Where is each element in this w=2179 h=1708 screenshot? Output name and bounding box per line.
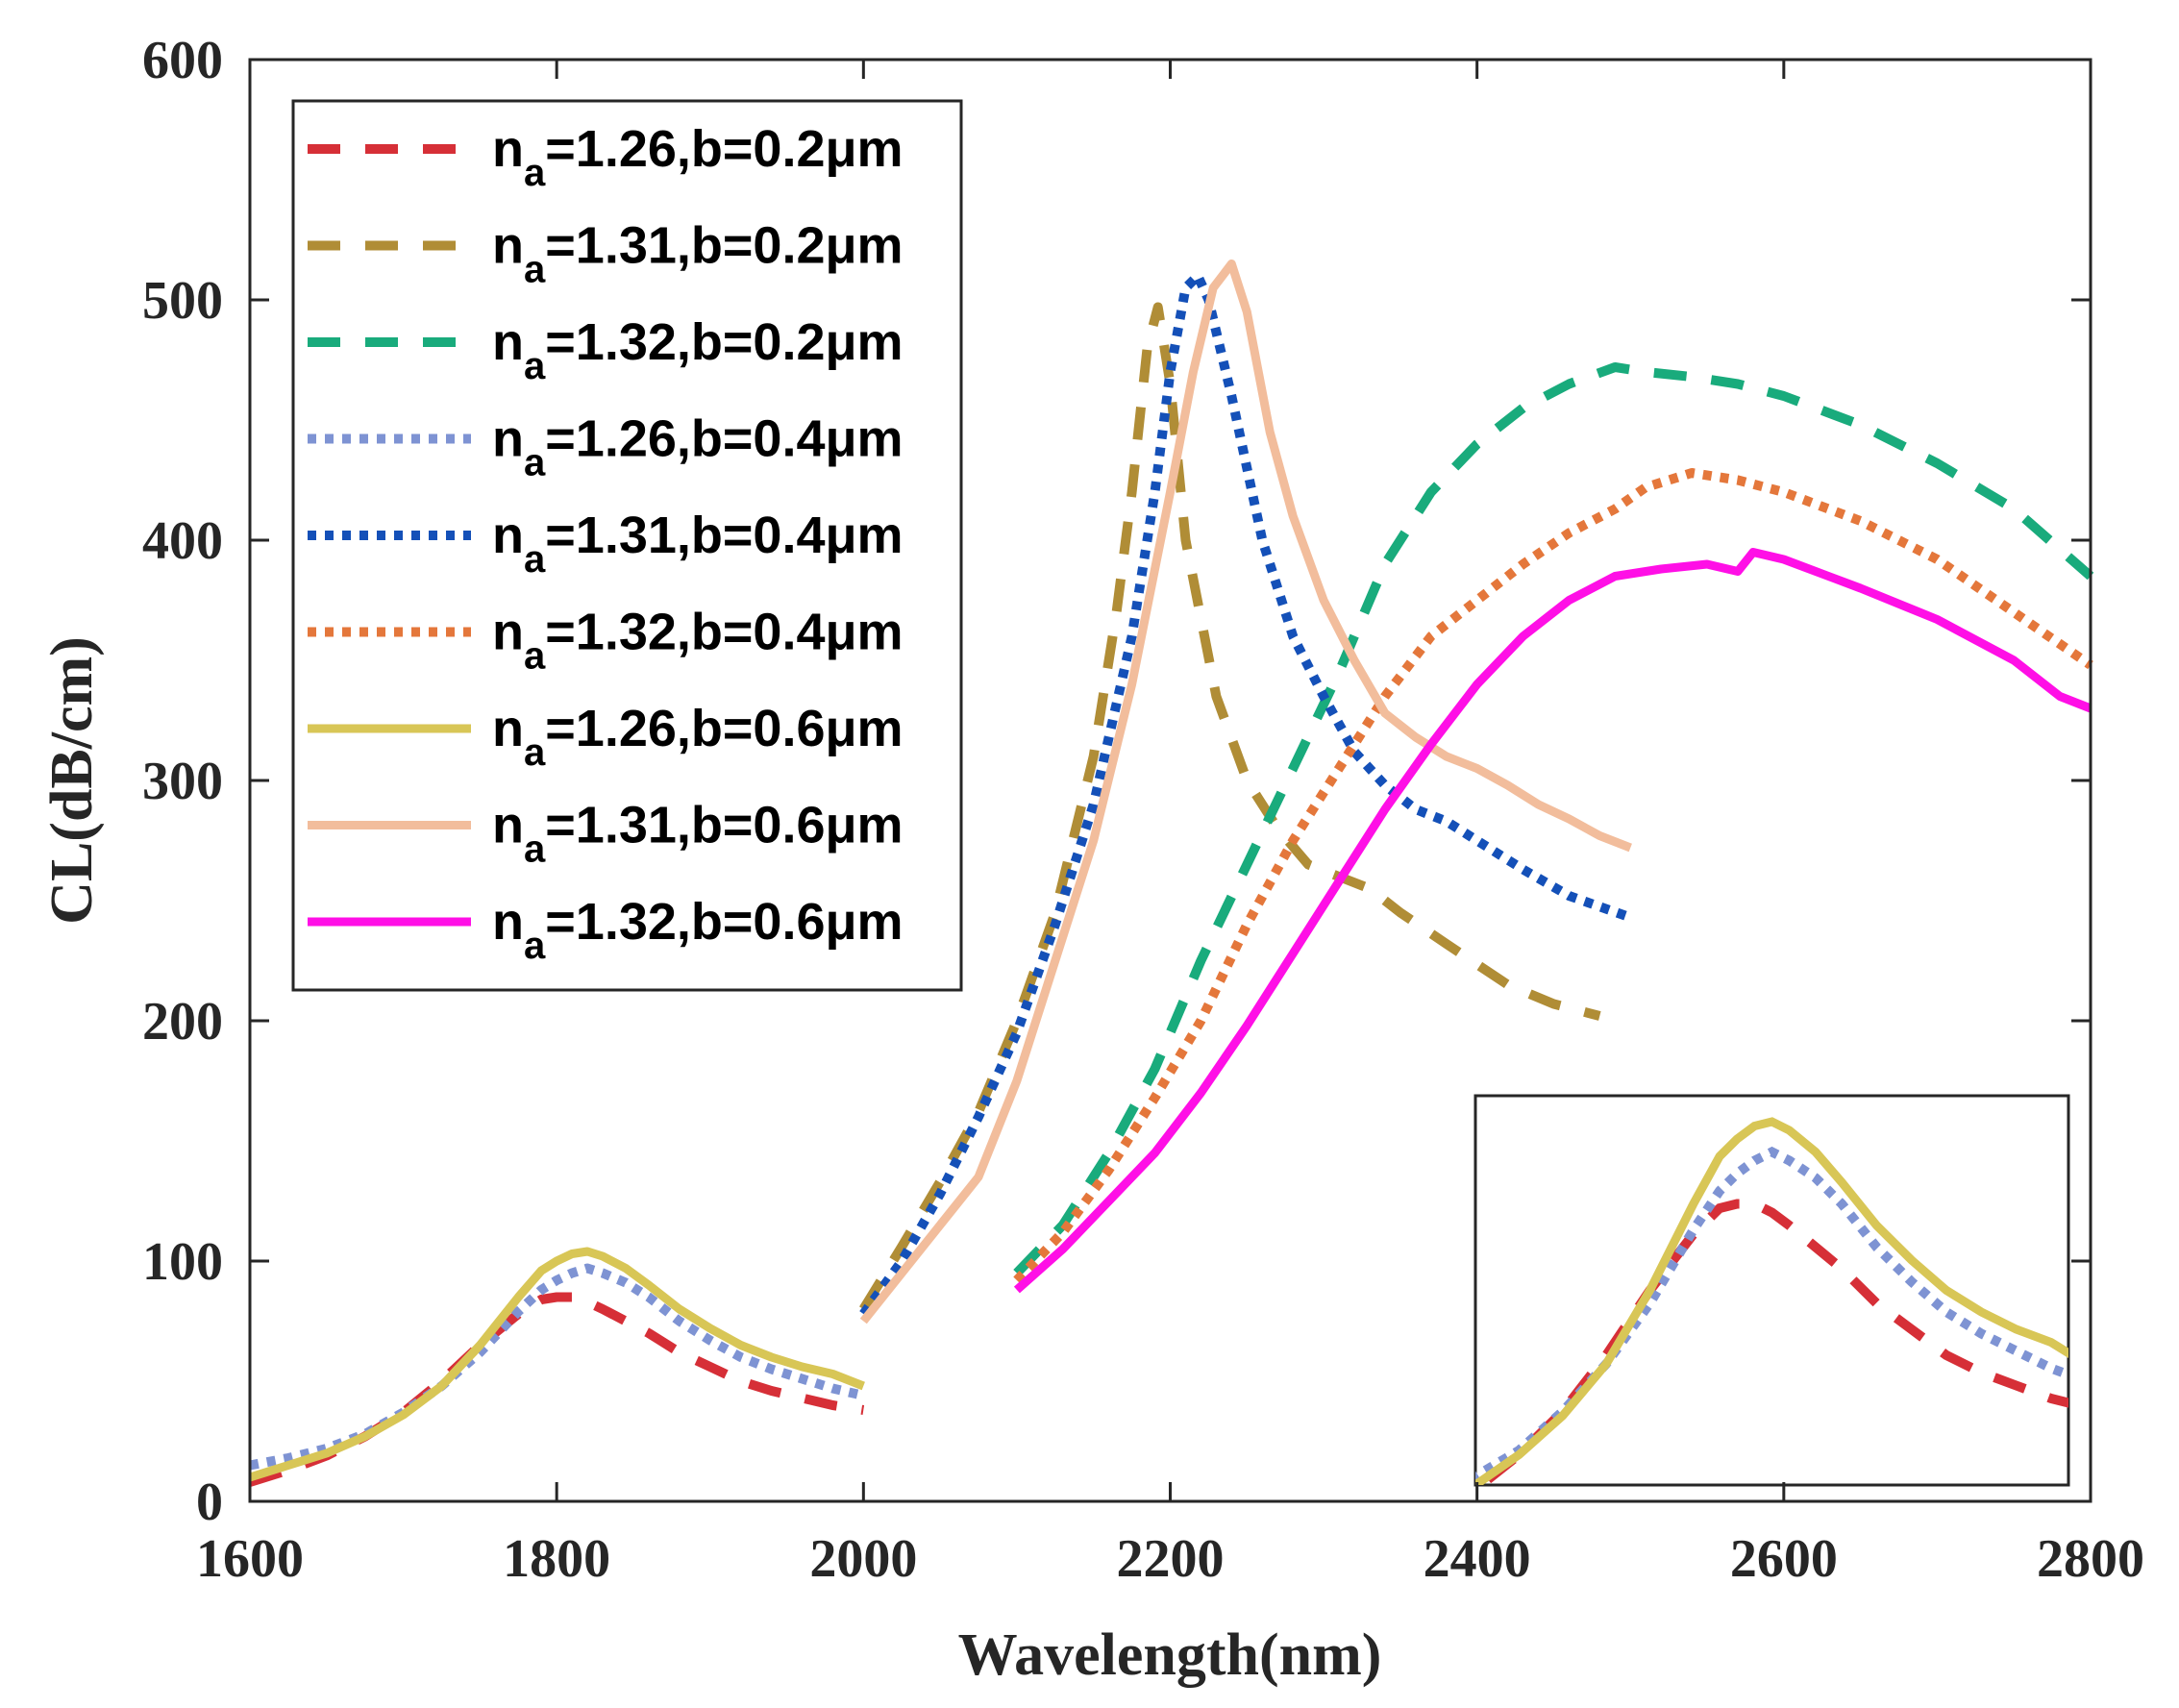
legend-symbol: n xyxy=(492,700,524,757)
legend: na=1.26,b=0.2μmna=1.31,b=0.2μmna=1.32,b=… xyxy=(291,99,963,992)
x-tick-label: 1600 xyxy=(196,1529,304,1589)
x-tick-label: 2000 xyxy=(809,1529,917,1589)
legend-item: na=1.31,b=0.2μm xyxy=(308,217,904,291)
legend-value: =1.32,b=0.4μm xyxy=(545,604,903,661)
legend-symbol: n xyxy=(492,507,524,564)
legend-symbol: n xyxy=(492,893,524,951)
legend-item: na=1.26,b=0.4μm xyxy=(308,410,904,484)
inset-line-n-a-1-26-b-0-4-m xyxy=(1475,1146,2068,1482)
series-line-n-a-1-26-b-0-6-m xyxy=(248,1247,865,1482)
legend-symbol: n xyxy=(492,217,524,275)
legend-label: na=1.31,b=0.4μm xyxy=(492,507,904,581)
legend-subscript: a xyxy=(524,829,546,871)
legend-item: na=1.32,b=0.4μm xyxy=(308,604,904,678)
y-tick-label: 300 xyxy=(142,752,223,811)
legend-label: na=1.26,b=0.4μm xyxy=(492,410,904,484)
legend-subscript: a xyxy=(524,249,546,291)
legend-value: =1.26,b=0.6μm xyxy=(545,700,903,757)
legend-item: na=1.26,b=0.6μm xyxy=(308,700,904,774)
legend-label: na=1.32,b=0.6μm xyxy=(492,893,904,967)
x-tick-label: 2600 xyxy=(1730,1529,1838,1589)
legend-label: na=1.32,b=0.4μm xyxy=(492,604,904,678)
x-axis-title: Wavelength(nm) xyxy=(958,1622,1382,1688)
legend-value: =1.26,b=0.2μm xyxy=(545,120,903,178)
legend-subscript: a xyxy=(524,345,546,387)
legend-value: =1.32,b=0.2μm xyxy=(545,313,903,371)
legend-symbol: n xyxy=(492,120,524,178)
series-line-n-a-1-32-b-0-4-m xyxy=(1013,468,2093,1284)
inset-frame xyxy=(1473,1094,2070,1487)
x-tick-label: 1800 xyxy=(503,1529,610,1589)
inset-panel xyxy=(1473,1094,2070,1487)
x-tick-label: 2200 xyxy=(1117,1529,1225,1589)
axis-ticks: 1600 1800 2000 2200 2400 2600 2800 0 100 200 300 40… xyxy=(142,31,2144,1589)
legend-label: na=1.32,b=0.2μm xyxy=(492,313,904,387)
legend-item: na=1.31,b=0.4μm xyxy=(308,507,904,581)
legend-subscript: a xyxy=(524,731,546,774)
y-tick-label: 0 xyxy=(196,1473,223,1532)
legend-value: =1.26,b=0.4μm xyxy=(545,410,903,468)
legend-value: =1.31,b=0.6μm xyxy=(545,797,903,854)
legend-item: na=1.32,b=0.6μm xyxy=(308,893,904,967)
series-layer xyxy=(248,260,2094,1487)
series-line-n-a-1-31-b-0-6-m xyxy=(859,260,1632,1324)
y-axis-title: CL(dB/cm) xyxy=(39,636,105,925)
series-line-n-a-1-32-b-0-6-m xyxy=(1013,548,2092,1294)
legend-value: =1.31,b=0.4μm xyxy=(545,507,903,564)
legend-symbol: n xyxy=(492,604,524,661)
legend-subscript: a xyxy=(524,635,546,678)
legend-box xyxy=(291,99,963,992)
y-tick-label: 400 xyxy=(142,511,223,571)
y-tick-label: 500 xyxy=(142,271,223,331)
inset-line-n-a-1-26-b-0-6-m xyxy=(1475,1117,2068,1485)
legend-label: na=1.31,b=0.2μm xyxy=(492,217,904,291)
y-tick-label: 100 xyxy=(142,1232,223,1292)
legend-symbol: n xyxy=(492,410,524,468)
legend-symbol: n xyxy=(492,313,524,371)
y-tick-label: 600 xyxy=(142,31,223,90)
legend-value: =1.32,b=0.6μm xyxy=(545,893,903,951)
y-tick-label: 200 xyxy=(142,992,223,1052)
legend-subscript: a xyxy=(524,152,546,194)
x-tick-label: 2800 xyxy=(2037,1529,2144,1589)
legend-item: na=1.26,b=0.2μm xyxy=(308,120,904,194)
legend-subscript: a xyxy=(524,925,546,967)
legend-item: na=1.32,b=0.2μm xyxy=(308,313,904,387)
legend-subscript: a xyxy=(524,442,546,484)
series-line-n-a-1-32-b-0-2-m xyxy=(1013,362,2094,1276)
legend-item: na=1.31,b=0.6μm xyxy=(308,797,904,871)
x-tick-label: 2400 xyxy=(1424,1529,1531,1589)
legend-label: na=1.31,b=0.6μm xyxy=(492,797,904,871)
legend-value: =1.31,b=0.2μm xyxy=(545,217,903,275)
legend-label: na=1.26,b=0.2μm xyxy=(492,120,904,194)
legend-label: na=1.26,b=0.6μm xyxy=(492,700,904,774)
legend-subscript: a xyxy=(524,538,546,581)
legend-symbol: n xyxy=(492,797,524,854)
